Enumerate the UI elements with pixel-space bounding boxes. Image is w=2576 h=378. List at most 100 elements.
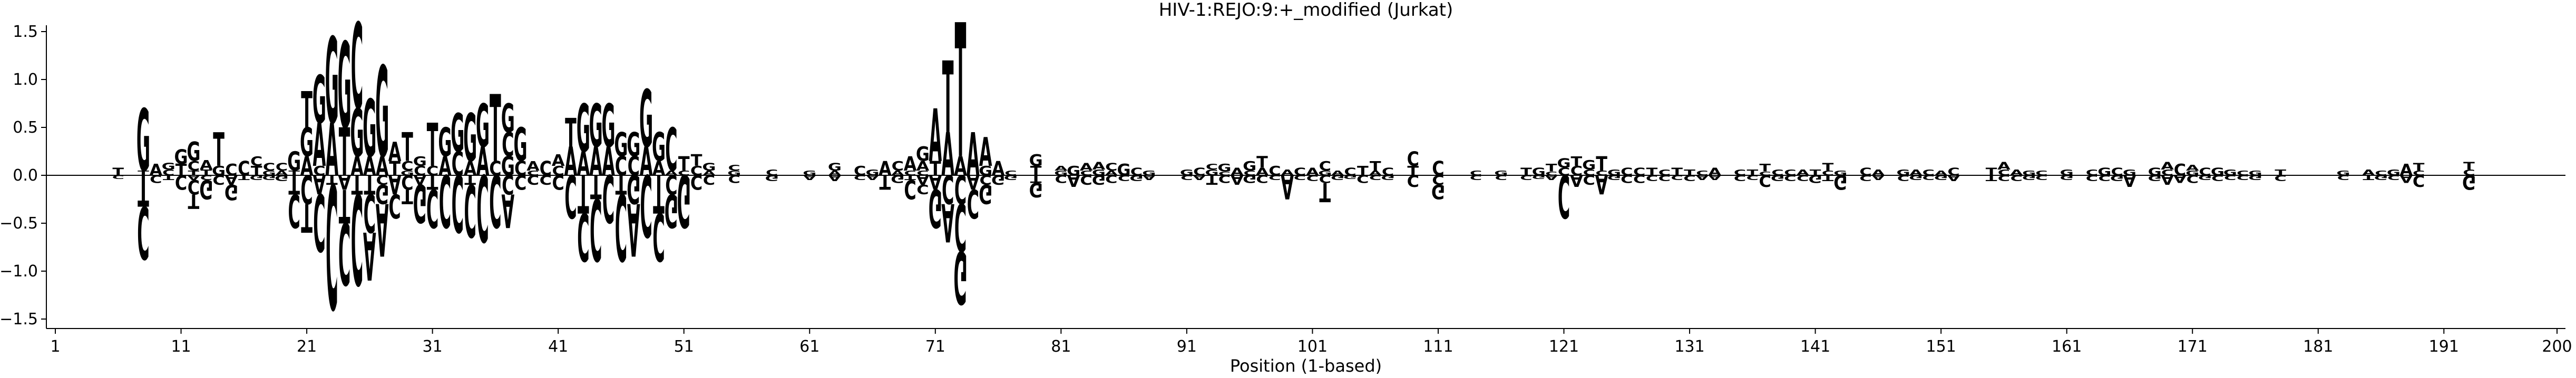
- x-tick-label: 71: [925, 337, 945, 356]
- logo-letter-G: G: [300, 120, 314, 166]
- logo-letter-C: C: [1407, 148, 1419, 171]
- logo-letter-T: T: [578, 163, 589, 224]
- logo-letter-C: C: [967, 180, 979, 226]
- logo-letter-C: C: [942, 166, 954, 212]
- logo-letter-G: G: [1092, 172, 1106, 188]
- logo-letter-A: A: [564, 139, 578, 185]
- logo-letter-C: C: [577, 198, 589, 274]
- logo-letter-G: G: [313, 63, 326, 138]
- logo-letter-T: T: [339, 178, 350, 232]
- logo-letter-C: C: [665, 169, 677, 200]
- logo-letter-C: C: [2187, 173, 2199, 185]
- logo-letter-A: A: [501, 183, 514, 236]
- logo-letter-T: T: [427, 111, 438, 180]
- logo-letter-C: C: [452, 145, 464, 183]
- logo-letter-C: C: [1218, 173, 1231, 185]
- logo-letter-C: C: [602, 160, 614, 235]
- logo-letter-G: G: [652, 125, 666, 171]
- logo-letter-T: T: [2413, 161, 2425, 173]
- logo-letter-C: C: [1080, 172, 1092, 188]
- logo-letter-A: A: [464, 158, 477, 181]
- logo-letter-A: A: [627, 187, 640, 270]
- logo-letter-G: G: [375, 178, 389, 209]
- x-tick-label: 191: [2429, 337, 2459, 356]
- logo-letter-T: T: [1407, 163, 1419, 178]
- logo-letter-G: G: [514, 119, 528, 172]
- logo-letter-C: C: [904, 174, 916, 204]
- logo-letter-T: T: [352, 169, 363, 200]
- logo-letter-G: G: [1582, 157, 1596, 173]
- logo-letter-T: T: [301, 194, 313, 240]
- logo-letter-A: A: [2123, 171, 2136, 190]
- logo-letter-C: C: [250, 153, 262, 169]
- logo-letter-A: A: [2173, 173, 2187, 185]
- logo-letter-T: T: [138, 165, 149, 215]
- logo-letter-A: A: [526, 158, 540, 174]
- logo-letter-C: C: [112, 174, 124, 180]
- logo-letter-A: A: [376, 187, 389, 270]
- logo-letter-G: G: [614, 126, 628, 164]
- logo-letter-C: C: [1432, 172, 1444, 188]
- logo-letter-C: C: [703, 172, 715, 188]
- logo-letter-T: T: [1546, 162, 1557, 174]
- logo-letter-A: A: [2161, 160, 2174, 172]
- logo-letter-T: T: [2463, 160, 2475, 172]
- logo-letter-C: C: [652, 198, 665, 274]
- logo-letter-G: G: [375, 41, 389, 186]
- logo-letter-C: C: [1407, 171, 1419, 190]
- logo-letter-C: C: [1583, 172, 1595, 188]
- logo-letter-A: A: [1080, 161, 1093, 173]
- logo-letter-C: C: [351, 0, 363, 136]
- logo-letter-C: C: [980, 172, 992, 188]
- logo-letter-T: T: [955, 0, 967, 200]
- logo-letter-C: C: [1357, 173, 1369, 185]
- logo-letter-A: A: [388, 136, 402, 167]
- logo-letter-G: G: [1557, 155, 1570, 171]
- logo-letter-C: C: [1759, 171, 1771, 190]
- y-tick-label: −1.5: [0, 310, 38, 329]
- logo-letter-T: T: [402, 185, 413, 207]
- logo-letter-T: T: [1319, 177, 1331, 207]
- logo-letter-C: C: [137, 190, 149, 273]
- logo-letter-T: T: [288, 169, 300, 200]
- logo-letter-T: T: [616, 169, 627, 200]
- logo-letter-G: G: [577, 92, 590, 167]
- logo-letter-A: A: [954, 151, 967, 182]
- logo-letter-C: C: [238, 158, 250, 181]
- logo-letter-A: A: [979, 130, 992, 175]
- axes: −1.5−1.0−0.50.00.51.01.51 11 21 31 41 51 61 71 8…: [0, 23, 2572, 356]
- logo-letter-C: C: [1432, 158, 1444, 181]
- logo-letter-G: G: [350, 96, 364, 172]
- logo-letter-T: T: [880, 170, 891, 193]
- logo-letter-G: G: [589, 92, 603, 161]
- logo-letter-A: A: [929, 95, 942, 178]
- logo-letter-C: C: [527, 172, 539, 188]
- logo-letter-C: C: [338, 203, 350, 302]
- logo-letter-T: T: [1759, 162, 1771, 174]
- logo-letter-G: G: [891, 173, 904, 185]
- logo-letter-T: T: [678, 153, 690, 176]
- logo-letter-A: A: [413, 172, 426, 188]
- logo-letter-G: G: [979, 163, 992, 178]
- logo-letter-G: G: [1809, 173, 1822, 185]
- logo-letter-A: A: [476, 139, 490, 185]
- logo-letter-C: C: [564, 161, 577, 230]
- logo-letter-G: G: [702, 161, 716, 173]
- logo-letter-G: G: [677, 158, 691, 241]
- logo-letter-T: T: [590, 167, 602, 206]
- logo-letter-A: A: [589, 139, 602, 185]
- logo-letter-G: G: [665, 183, 678, 236]
- logo-letter-C: C: [916, 182, 929, 197]
- logo-letter-C: C: [728, 173, 740, 185]
- logo-letter-A: A: [363, 217, 376, 293]
- logo-letter-G: G: [174, 146, 188, 169]
- logo-letter-A: A: [2399, 161, 2413, 180]
- x-tick-label: 61: [799, 337, 819, 356]
- x-tick-label: 31: [423, 337, 443, 356]
- logo-letter-G: G: [1243, 158, 1256, 174]
- logo-letter-G: G: [1217, 162, 1231, 174]
- logo-letter-T: T: [1571, 153, 1583, 169]
- logo-letter-A: A: [904, 153, 917, 176]
